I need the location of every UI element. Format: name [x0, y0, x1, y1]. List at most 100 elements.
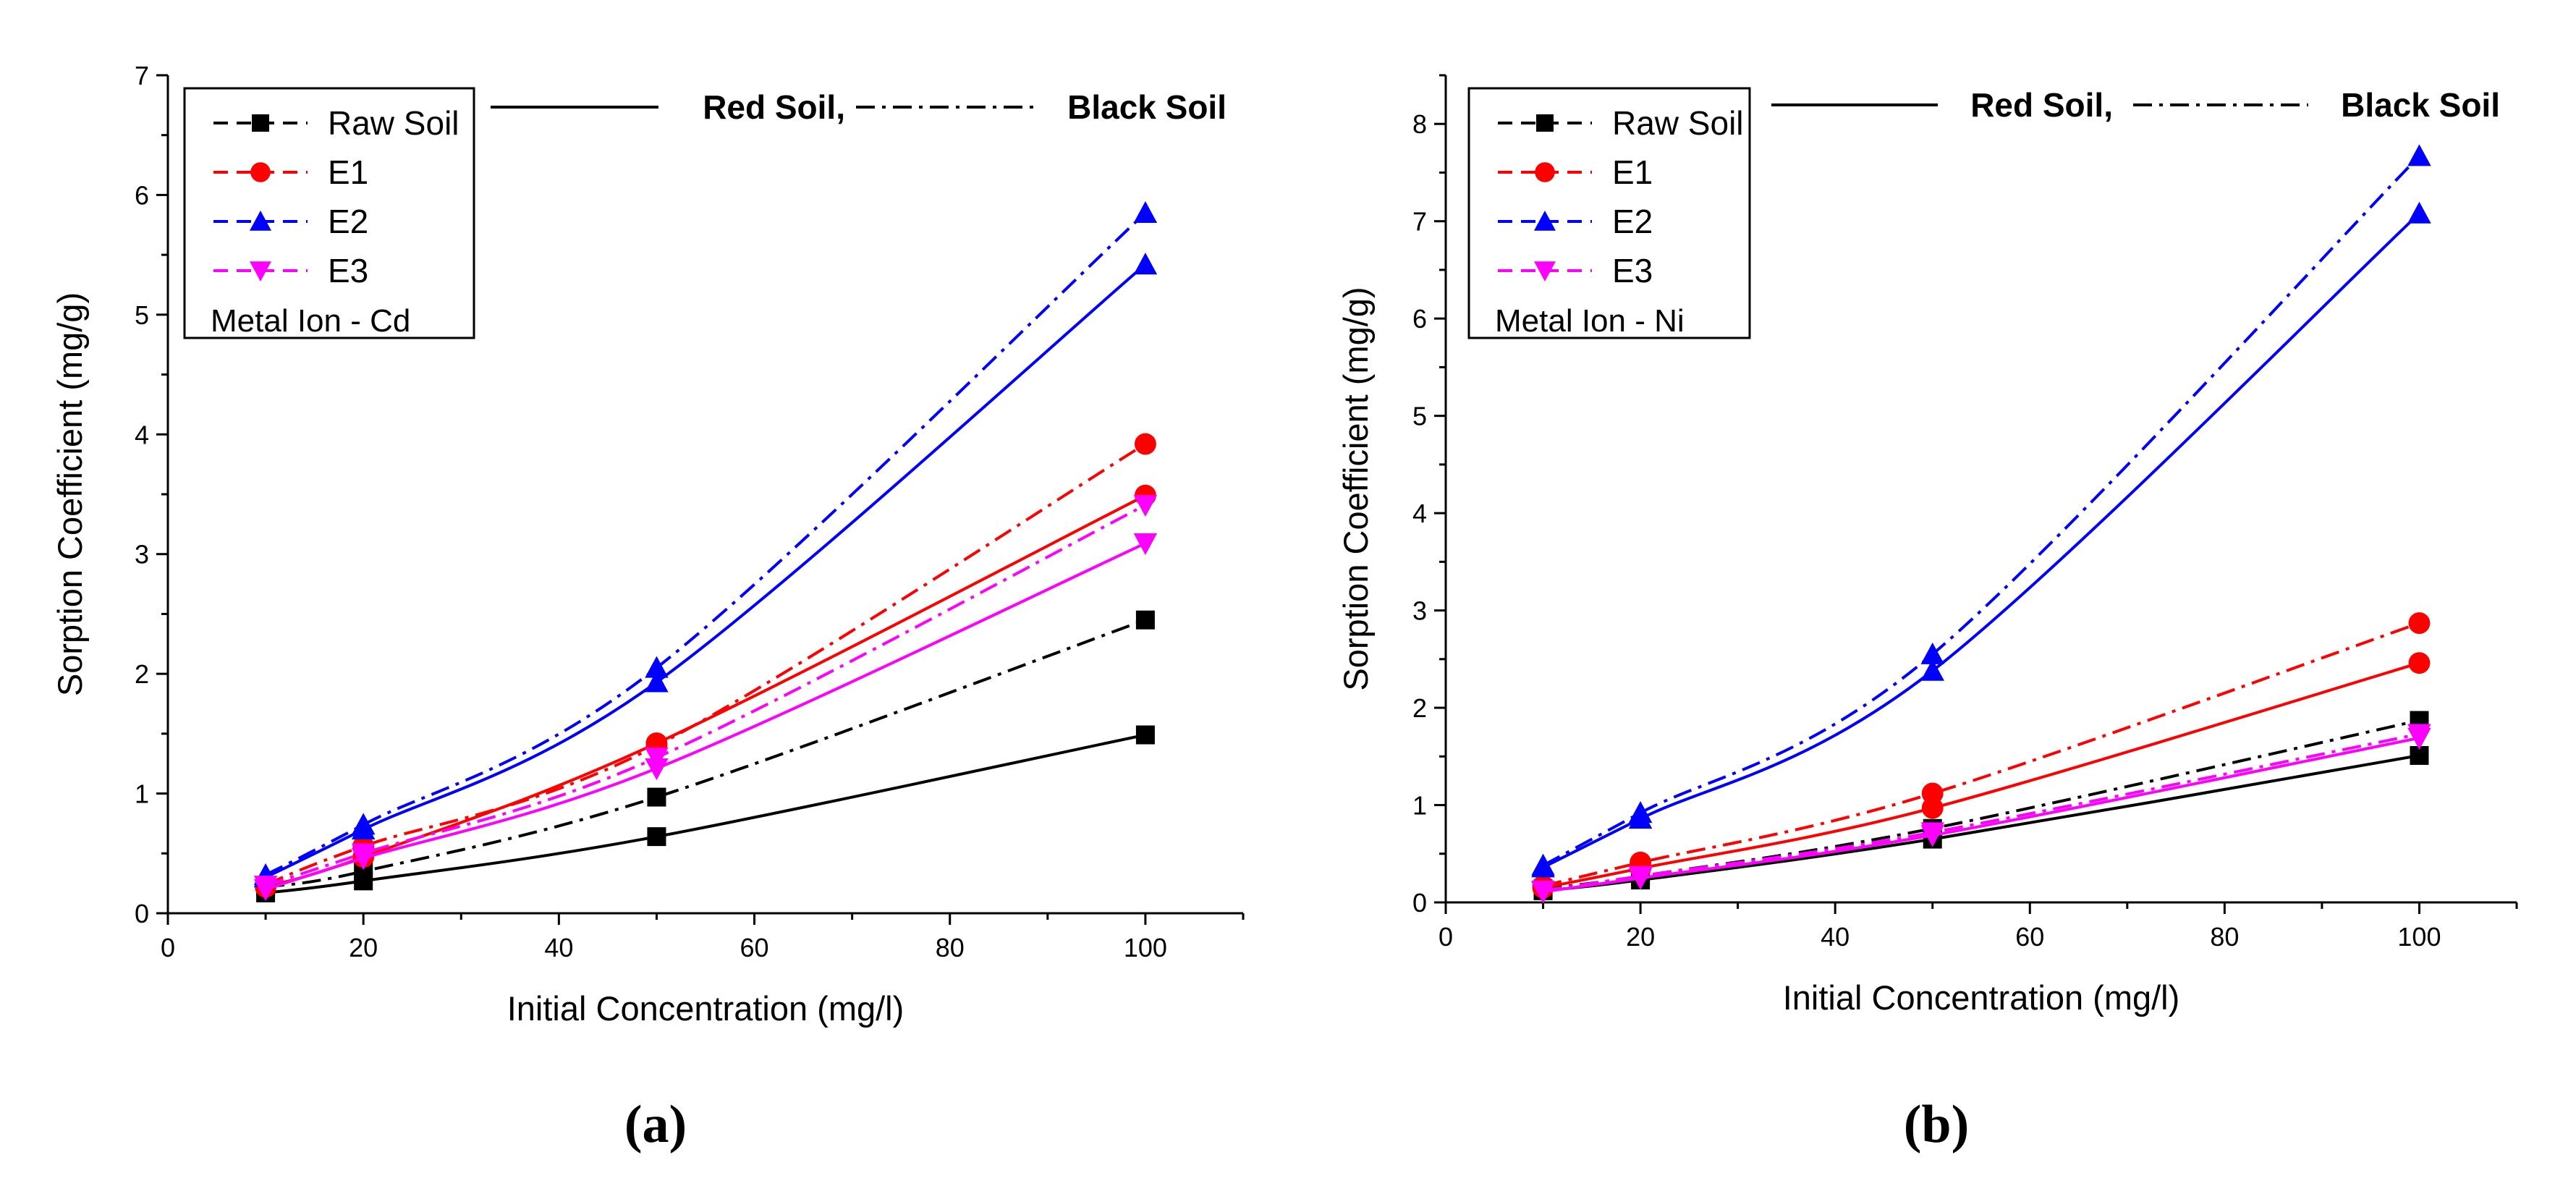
line-raw-soil-black-soil	[265, 618, 1146, 889]
point-e3-black-soil	[645, 748, 669, 770]
legend: Raw Soil E1 E2 E3 Metal Ion - Ni	[1467, 87, 1751, 339]
point-e3-black-soil	[1531, 881, 1555, 903]
legend-box	[1467, 87, 1751, 339]
legend-label-e1: E1	[1612, 153, 1653, 191]
point-e2-black-soil	[2407, 144, 2431, 166]
point-e3-black-soil	[253, 876, 278, 898]
point-e1-black-soil	[2408, 612, 2431, 635]
point-e2-red-soil	[1133, 253, 1158, 275]
legend: Raw Soil E1 E2 E3 Metal Ion - Cd	[183, 87, 475, 339]
point-e3-black-soil	[351, 843, 376, 865]
panel-label-a: (a)	[624, 1095, 687, 1154]
line-raw-soil-black-soil	[1543, 719, 2420, 891]
series-e2-black-soil	[1531, 144, 2431, 876]
legend-label-e2: E2	[1612, 203, 1653, 240]
line-raw-soil-red-soil	[265, 733, 1146, 894]
point-e2-red-soil	[1920, 659, 1944, 681]
legend-label-e3: E3	[1612, 252, 1653, 289]
legend-metal-ion-note: Metal Ion - Ni	[1495, 303, 1685, 339]
line-e3-red-soil	[265, 542, 1146, 891]
legend-marker-raw-soil	[1536, 114, 1554, 132]
legend-label-e2: E2	[328, 203, 368, 240]
point-e2-black-soil	[351, 813, 376, 835]
line-style-key: Red Soil, Black Soil	[491, 88, 1226, 126]
y-tick-label: 5	[1412, 402, 1427, 431]
point-e3-red-soil	[1133, 533, 1158, 556]
legend-label-raw-soil: Raw Soil	[328, 104, 459, 142]
point-raw-soil-black-soil	[1135, 610, 1155, 630]
y-tick-label: 5	[135, 300, 149, 330]
point-raw-soil-black-soil	[647, 787, 666, 807]
point-e1-black-soil	[1921, 782, 1944, 805]
x-tick-label: 100	[1124, 933, 1167, 962]
y-axis-title: Sorption Coefficient (mg/g)	[1336, 287, 1375, 690]
point-e3-black-soil	[1920, 822, 1944, 845]
line-e1-red-soil	[1543, 661, 2420, 889]
chart-panel-a: 0 20 40 60 80 100 0 1 2 3 4 5 6 7 Initial Concentratio…	[51, 61, 1245, 1028]
point-e2-red-soil	[2407, 201, 2431, 224]
line-e3-black-soil	[1543, 732, 2420, 892]
legend-label-e3: E3	[328, 252, 368, 289]
y-tick-label: 3	[1412, 596, 1427, 626]
legend-metal-ion-note: Metal Ion - Cd	[211, 303, 410, 339]
y-axis-title: Sorption Coefficient (mg/g)	[51, 292, 89, 696]
point-e1-red-soil	[2408, 652, 2431, 674]
y-tick-label: 8	[1412, 109, 1427, 139]
x-tick-label: 80	[936, 933, 965, 962]
point-e1-black-soil	[1134, 433, 1156, 455]
legend-marker-e1	[250, 162, 271, 182]
point-e3-black-soil	[2407, 724, 2431, 746]
x-tick-label: 40	[544, 933, 573, 962]
y-tick-label: 4	[1412, 499, 1427, 528]
x-tick-label: 20	[1626, 922, 1655, 952]
y-tick-label: 0	[1412, 888, 1427, 918]
key-red-soil-label: Red Soil,	[703, 88, 845, 126]
legend-marker-e3	[250, 261, 271, 282]
point-e3-black-soil	[1628, 865, 1653, 888]
point-e2-black-soil	[1531, 853, 1555, 876]
y-tick-label: 2	[1412, 693, 1427, 723]
legend-marker-raw-soil	[252, 114, 269, 132]
point-e3-black-soil	[1133, 495, 1158, 517]
legend-label-e1: E1	[328, 153, 368, 191]
y-tick-label: 6	[1412, 304, 1427, 334]
line-e2-red-soil	[265, 263, 1147, 879]
point-raw-soil-red-soil	[647, 827, 666, 847]
chart-panel-b: 0 20 40 60 80 100 0 1 2 3 4 5 6 7 8 Initial Concentrati…	[1336, 74, 2518, 1017]
legend-box	[183, 87, 475, 339]
line-e3-red-soil	[1543, 736, 2420, 894]
y-tick-label: 0	[135, 899, 149, 928]
x-tick-label: 0	[161, 933, 175, 962]
panel-label-b: (b)	[1904, 1095, 1969, 1154]
x-tick-label: 80	[2210, 922, 2239, 952]
point-e2-black-soil	[1628, 801, 1653, 824]
y-tick-label: 7	[1412, 207, 1427, 237]
line-style-key: Red Soil, Black Soil	[1771, 86, 2500, 124]
y-tick-label: 7	[135, 61, 149, 90]
legend-marker-e1	[1535, 162, 1555, 182]
x-tick-label: 100	[2397, 922, 2441, 952]
point-e2-black-soil	[1920, 642, 1944, 664]
x-axis-title: Initial Concentration (mg/l)	[507, 989, 904, 1028]
y-tick-label: 1	[1412, 791, 1427, 821]
x-tick-label: 0	[1439, 922, 1453, 952]
key-black-soil-label: Black Soil	[2341, 86, 2500, 124]
x-tick-label: 60	[740, 933, 769, 962]
key-black-soil-label: Black Soil	[1067, 88, 1226, 126]
y-tick-label: 3	[135, 540, 149, 570]
series-e3-black-soil	[1531, 724, 2431, 903]
x-axis-title: Initial Concentration (mg/l)	[1783, 978, 2180, 1017]
legend-label-raw-soil: Raw Soil	[1612, 104, 1744, 142]
point-e2-red-soil	[645, 670, 669, 693]
line-raw-soil-red-soil	[1543, 753, 2420, 892]
line-e3-black-soil	[265, 504, 1146, 887]
key-red-soil-label: Red Soil,	[1970, 86, 2113, 124]
point-raw-soil-red-soil	[1135, 725, 1155, 745]
line-e2-black-soil	[1542, 155, 2420, 867]
y-tick-label: 6	[135, 180, 149, 210]
x-tick-label: 40	[1821, 922, 1850, 952]
y-tick-label: 1	[135, 779, 149, 809]
legend-marker-e3	[1534, 261, 1556, 282]
point-e2-black-soil	[1133, 200, 1158, 224]
x-tick-label: 20	[349, 933, 378, 962]
